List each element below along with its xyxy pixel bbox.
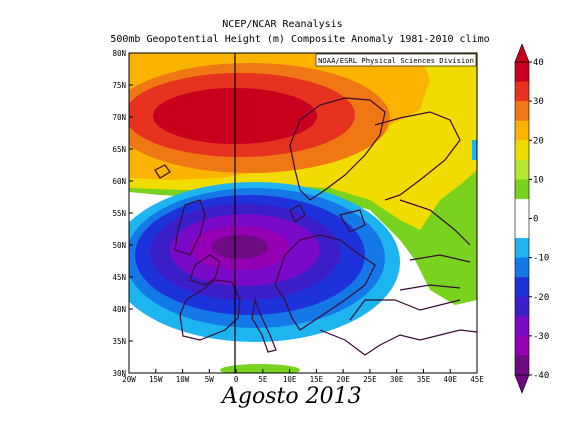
- lat-tick-label: 60N: [112, 177, 126, 186]
- colorbar-segment: [515, 355, 529, 376]
- colorbar-segment: [515, 296, 529, 317]
- lon-tick-label: 45E: [470, 375, 484, 384]
- lon-tick-label: 15W: [149, 375, 163, 384]
- lon-tick-label: 15E: [310, 375, 324, 384]
- lon-tick-label: 20W: [122, 375, 136, 384]
- colorbar-segment: [515, 81, 529, 102]
- chart-title-line1: NCEP/NCAR Reanalysis: [222, 19, 343, 30]
- colorbar-segment: [515, 159, 529, 180]
- lat-tick-label: 80N: [112, 49, 126, 58]
- lat-tick-label: 65N: [112, 145, 126, 154]
- colorbar-min-arrow: [514, 374, 530, 394]
- lon-tick-label: 30E: [390, 375, 404, 384]
- lon-tick-label: 5W: [205, 375, 215, 384]
- colorbar-label: -30: [533, 332, 549, 342]
- credit-text: NOAA/ESRL Physical Sciences Division: [318, 56, 474, 65]
- lat-tick-label: 55N: [112, 209, 126, 218]
- colorbar-label: -10: [533, 254, 549, 264]
- lat-axis: 80N 75N 70N 65N 60N 55N 50N 45N 40N 35N 30N: [112, 49, 133, 378]
- lon-tick-label: 5E: [258, 375, 268, 384]
- colorbar-segment: [515, 179, 529, 200]
- colorbar-label: 10: [533, 175, 544, 185]
- colorbar-segment: [515, 218, 529, 239]
- colorbar-segment: [515, 316, 529, 337]
- lon-tick-label: 40E: [443, 375, 457, 384]
- lat-tick-label: 45N: [112, 273, 126, 282]
- colorbar-max-arrow: [514, 43, 530, 63]
- colorbar-label: 30: [533, 97, 544, 107]
- lon-tick-label: 25E: [363, 375, 377, 384]
- lon-axis: 20W 15W 10W 5W 0 5E 10E 15E 20E 25E 30E 35E 40E 45E: [122, 369, 484, 384]
- lat-tick-label: 35N: [112, 337, 126, 346]
- colorbar-label: 20: [533, 136, 544, 146]
- colorbar-segment: [515, 238, 529, 259]
- colorbar-segment: [515, 198, 529, 219]
- lat-tick-label: 40N: [112, 305, 126, 314]
- lon-tick-label: 20E: [336, 375, 350, 384]
- contour-m40: [212, 235, 268, 259]
- colorbar-segment: [515, 120, 529, 141]
- anomaly-field: [129, 53, 477, 373]
- colorbar-label: 0: [533, 215, 538, 225]
- colorbar: [514, 43, 530, 394]
- lat-tick-label: 50N: [112, 241, 126, 250]
- chart-title-line2: 500mb Geopotential Height (m) Composite …: [110, 34, 490, 45]
- lon-tick-label: 0: [234, 375, 239, 384]
- lat-tick-label: 30N: [112, 369, 126, 378]
- colorbar-segment: [515, 257, 529, 278]
- colorbar-segment: [515, 62, 529, 83]
- colorbar-label: -40: [533, 371, 549, 381]
- lon-tick-label: 10E: [283, 375, 297, 384]
- colorbar-segment: [515, 140, 529, 161]
- lon-tick-label: 35E: [417, 375, 431, 384]
- colorbar-labels: 40 30 20 10 0 -10 -20 -30 -40: [529, 58, 549, 381]
- colorbar-label: -20: [533, 293, 549, 303]
- lat-tick-label: 70N: [112, 113, 126, 122]
- colorbar-segment: [515, 335, 529, 356]
- colorbar-label: 40: [533, 58, 544, 68]
- colorbar-segment: [515, 277, 529, 298]
- lon-tick-label: 10W: [176, 375, 190, 384]
- lat-tick-label: 75N: [112, 81, 126, 90]
- coastlines: [154, 97, 477, 356]
- colorbar-segment: [515, 101, 529, 122]
- map-caption: Agosto 2013: [222, 384, 362, 409]
